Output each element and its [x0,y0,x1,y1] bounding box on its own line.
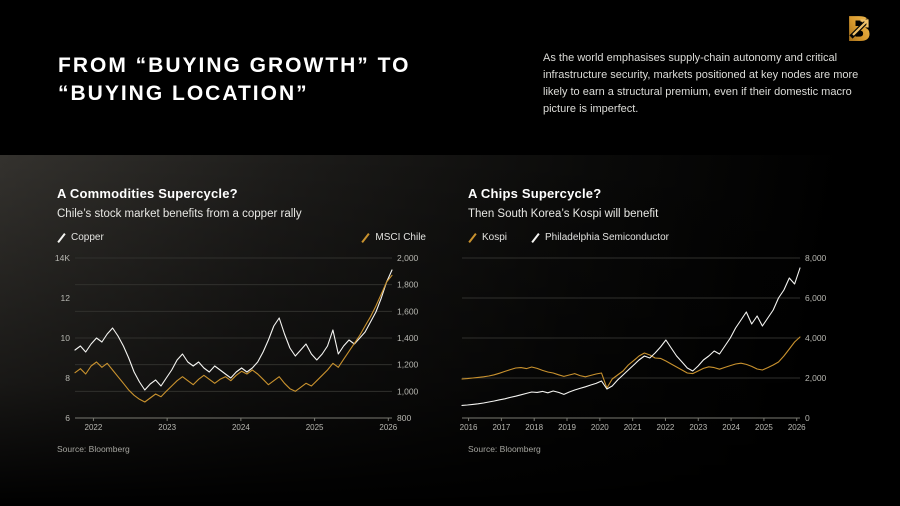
x-axis-tick-label: 2018 [525,423,543,432]
x-axis-tick-label: 2022 [85,423,103,432]
x-axis-tick-label: 2016 [460,423,478,432]
legend-label: Kospi [482,231,508,243]
chart-panel-commodities: A Commodities Supercycle? Chile’s stock … [45,186,434,454]
x-axis-tick-label: 2020 [591,423,609,432]
y-axis-tick-label: 10 [61,333,71,343]
y-axis-tick-label: 2,000 [397,253,419,263]
commodities-chart-plot: 2,000 1,800 1,600 1,400 1,200 1,000 800 14K 12 10… [45,252,434,434]
logo-arrow-head [860,19,869,28]
y-axis-tick-label: 8,000 [805,253,827,263]
chart-source-chips: Source: Bloomberg [468,444,541,454]
x-axis-tick-label: 2021 [624,423,642,432]
series-line-kospi [461,336,801,389]
y-axis-tick-label: 6 [65,413,70,423]
y-axis-tick-label: 1,400 [397,333,419,343]
header-band: FROM “BUYING GROWTH” TO “BUYING LOCATION… [0,0,900,155]
logo-arrow-shaft [852,20,868,36]
y-axis-tick-label: 14K [55,253,70,263]
x-axis-tick-label: 2017 [492,423,510,432]
chart-legend-commodities: Copper MSCI Chile [45,230,434,244]
y-axis-tick-label: 1,800 [397,280,419,290]
header-description: As the world emphasises supply-chain aut… [543,52,859,116]
series-line-msci-chile [74,274,393,403]
legend-item-kospi: Kospi [468,232,507,243]
y-axis-tick-label: 6,000 [805,293,827,303]
x-axis-tick-label: 2024 [232,423,250,432]
charts-area: A Commodities Supercycle? Chile’s stock … [45,186,846,454]
legend-slash-icon [531,232,540,243]
x-axis-tick-label: 2026 [788,423,806,432]
page-title: FROM “BUYING GROWTH” TO “BUYING LOCATION… [58,52,410,109]
x-axis-tick-label: 2025 [755,423,773,432]
bloomberg-logo-icon: B [846,10,872,50]
x-axis-tick-label: 2023 [158,423,176,432]
background-gradient [0,155,900,506]
x-axis-tick-label: 2024 [722,423,740,432]
legend-item-copper: Copper [57,232,104,243]
y-axis-tick-label: 0 [805,413,810,423]
y-axis-tick-label: 1,200 [397,360,419,370]
x-axis-tick-label: 2022 [657,423,675,432]
chips-chart-plot: 8,000 6,000 4,000 2,000 0 2016 2017 2018 2019 202… [456,252,846,434]
y-axis-tick-label: 4,000 [805,333,827,343]
chart-legend-chips: Kospi Philadelphia Semiconductor [456,230,846,244]
legend-slash-icon [468,232,477,243]
title-line-2: “BUYING LOCATION” [58,82,309,106]
chart-subtitle-chips: Then South Korea’s Kospi will benefit [468,208,659,220]
chart-subtitle-commodities: Chile’s stock market benefits from a cop… [57,208,302,220]
x-axis-tick-label: 2026 [379,423,397,432]
legend-label: Copper [71,231,104,243]
y-axis-tick-label: 2,000 [805,373,827,383]
series-line-copper [74,269,393,391]
chart-title-chips: A Chips Supercycle? [468,186,602,201]
bloomberg-logo: B [842,10,878,50]
legend-label: Philadelphia Semiconductor [545,231,669,243]
y-axis-tick-label: 12 [61,293,71,303]
legend-item-philadelphia-semiconductor: Philadelphia Semiconductor [531,232,669,243]
title-line-1: FROM “BUYING GROWTH” TO [58,54,411,77]
legend-slash-icon [57,232,66,243]
series-line-philadelphia-semiconductor [461,267,801,406]
y-axis-tick-label: 8 [65,373,70,383]
chart-title-commodities: A Commodities Supercycle? [57,186,238,201]
y-axis-tick-label: 800 [397,413,411,423]
legend-label: MSCI Chile [375,231,426,243]
x-axis-tick-label: 2019 [558,423,576,432]
chart-panel-chips: A Chips Supercycle? Then South Korea’s K… [456,186,846,454]
x-axis-tick-label: 2025 [306,423,324,432]
chart-svg: 8,000 6,000 4,000 2,000 0 2016 2017 2018 2019 202… [460,253,827,432]
y-axis-tick-label: 1,000 [397,386,419,396]
legend-item-msci-chile: MSCI Chile [361,232,426,243]
y-axis-tick-label: 1,600 [397,306,419,316]
chart-source-commodities: Source: Bloomberg [57,444,130,454]
legend-slash-icon [361,232,371,243]
chart-svg: 2,000 1,800 1,600 1,400 1,200 1,000 800 14K 12 10… [55,253,419,432]
x-axis-tick-label: 2023 [689,423,707,432]
